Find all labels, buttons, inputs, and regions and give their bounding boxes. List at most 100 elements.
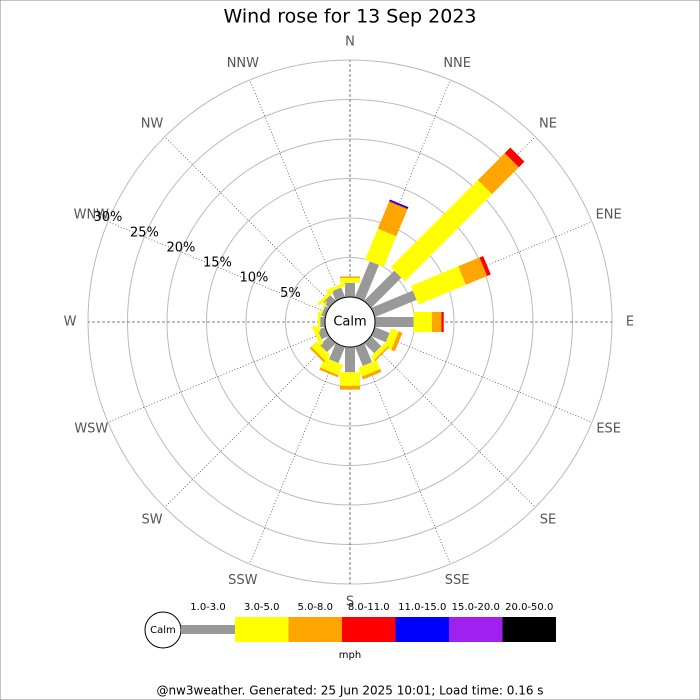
bar-segment xyxy=(375,317,414,327)
bar-segment xyxy=(326,282,346,294)
grid-ring xyxy=(245,217,455,427)
bar-segment xyxy=(371,290,417,318)
r-tick-label: 25% xyxy=(130,225,159,240)
legend-swatch xyxy=(235,617,289,642)
legend-label: 20.0-50.0 xyxy=(505,602,553,613)
bar-segment xyxy=(431,312,442,332)
bar-segment xyxy=(323,295,336,308)
bar-segment xyxy=(311,341,331,361)
bar-segment xyxy=(309,346,326,363)
bar-segment xyxy=(391,331,403,352)
bar-segment xyxy=(340,385,360,390)
bar-segment xyxy=(390,179,493,282)
bar-segment xyxy=(413,312,432,332)
bar-segment xyxy=(320,357,344,376)
bar-segment xyxy=(371,326,390,343)
legend-swatch xyxy=(181,625,235,634)
bar-segment xyxy=(317,301,328,321)
legend-label: 3.0-5.0 xyxy=(244,602,279,613)
bar-segment xyxy=(374,346,390,362)
bar-segment xyxy=(354,343,373,366)
bar-segment xyxy=(377,201,408,237)
r-tick-label: 5% xyxy=(280,286,301,301)
grid-ring xyxy=(206,178,494,466)
r-tick-label: 20% xyxy=(166,240,195,255)
direction-label: SE xyxy=(540,512,556,527)
spoke xyxy=(249,344,341,565)
direction-label: W xyxy=(64,315,77,330)
bar-segment xyxy=(319,367,339,378)
calm-label: Calm xyxy=(333,315,366,330)
bar-segment xyxy=(458,257,488,285)
bar-segment xyxy=(389,200,408,210)
legend-label: 8.0-11.0 xyxy=(348,602,390,613)
legend-swatch xyxy=(288,617,342,642)
bar-segment xyxy=(441,312,444,332)
bar-segment xyxy=(477,153,519,195)
legend-calm-label: Calm xyxy=(150,625,176,636)
direction-label: E xyxy=(626,315,634,330)
direction-label: SSW xyxy=(228,573,258,588)
direction-label: SSE xyxy=(445,573,470,588)
bar-segment xyxy=(331,287,346,301)
bar-segment xyxy=(312,325,324,346)
chart-title: Wind rose for 13 Sep 2023 xyxy=(223,6,476,28)
bar-segment xyxy=(321,306,329,318)
spoke xyxy=(164,339,333,508)
bar-segment xyxy=(504,147,525,168)
direction-label: N xyxy=(345,35,355,50)
legend-label: 1.0-3.0 xyxy=(190,602,225,613)
direction-label: NE xyxy=(539,117,557,132)
spoke xyxy=(107,221,328,313)
bar-segment xyxy=(410,266,466,305)
legend-unit: mph xyxy=(339,650,361,661)
legend-swatch xyxy=(502,617,556,642)
bar-segment xyxy=(383,328,399,350)
bar-segment xyxy=(364,270,402,308)
bar-segment xyxy=(370,342,389,361)
bar-segment xyxy=(345,282,355,297)
spoke xyxy=(359,344,451,565)
bar-segment xyxy=(329,343,346,364)
r-tick-label: 10% xyxy=(239,271,268,286)
legend-label: 15.0-20.0 xyxy=(452,602,500,613)
bar-segment xyxy=(365,228,397,267)
direction-label: NNE xyxy=(443,56,471,71)
legend-swatch xyxy=(449,617,503,642)
bar-segment xyxy=(340,276,360,279)
bar-segment xyxy=(345,347,355,373)
direction-label: S xyxy=(346,595,354,610)
spoke xyxy=(107,331,328,423)
bar-segment xyxy=(364,336,382,354)
direction-label: WNW xyxy=(74,207,110,222)
direction-label: WSW xyxy=(74,422,108,437)
direction-label: NNW xyxy=(227,56,259,71)
direction-label: ESE xyxy=(596,422,621,437)
r-tick-label: 30% xyxy=(93,210,122,225)
legend-swatch xyxy=(342,617,396,642)
bar-segment xyxy=(361,369,382,380)
legend-label: 11.0-15.0 xyxy=(398,602,446,613)
bar-segment xyxy=(320,317,325,327)
direction-label: SW xyxy=(141,512,162,527)
spoke xyxy=(372,331,593,423)
bar-segment xyxy=(358,360,381,377)
spoke xyxy=(249,79,341,300)
bar-segment xyxy=(319,336,336,353)
direction-label: ENE xyxy=(596,207,622,222)
calm-circle xyxy=(324,296,376,348)
bar-segment xyxy=(340,372,360,386)
footer: @nw3weather. Generated: 25 Jun 2025 10:0… xyxy=(156,684,543,698)
bar-segment xyxy=(340,278,360,283)
bar-segment xyxy=(354,261,380,301)
bar-segment xyxy=(479,256,491,277)
spoke xyxy=(367,339,536,508)
legend-label: 5.0-8.0 xyxy=(298,602,333,613)
spoke xyxy=(164,136,333,305)
bar-segment xyxy=(317,289,334,306)
r-tick-label: 15% xyxy=(203,256,232,271)
bar-segment xyxy=(389,199,409,209)
direction-label: NW xyxy=(141,117,164,132)
legend-swatch xyxy=(395,617,449,642)
